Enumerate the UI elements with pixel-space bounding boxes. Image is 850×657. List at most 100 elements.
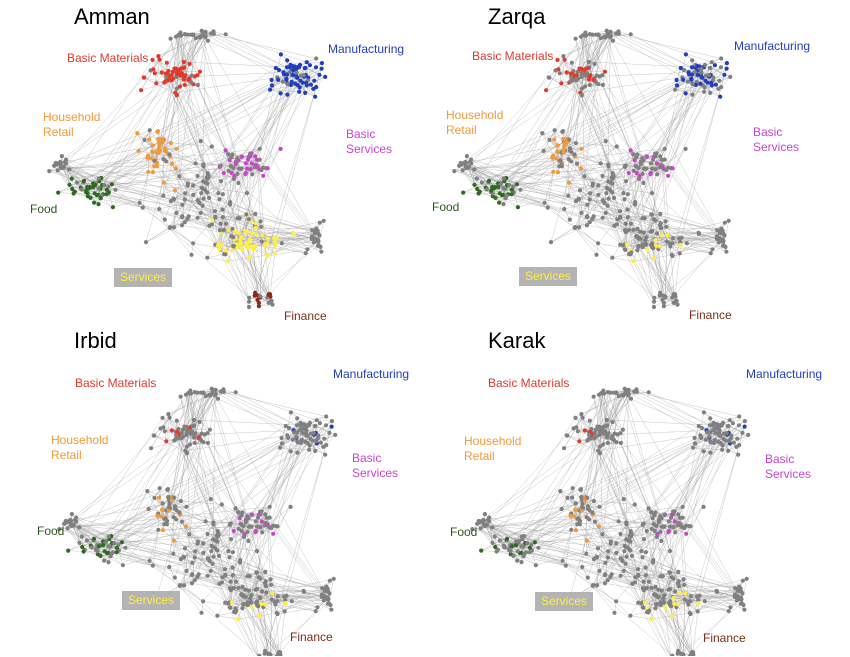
network-node xyxy=(628,32,633,37)
network-edge xyxy=(544,202,570,220)
network-edge xyxy=(627,173,643,218)
network-edge xyxy=(574,154,594,184)
network-graph xyxy=(47,28,328,310)
network-node xyxy=(174,146,179,151)
network-edge xyxy=(645,77,714,241)
network-node xyxy=(550,155,555,160)
network-node xyxy=(303,90,308,95)
network-node xyxy=(265,241,270,246)
network-edge xyxy=(634,67,711,205)
network-node xyxy=(219,179,224,184)
network-node xyxy=(699,70,704,75)
network-node xyxy=(168,36,173,41)
network-node xyxy=(146,506,151,512)
network-node xyxy=(162,516,167,521)
network-node xyxy=(146,169,151,174)
network-node xyxy=(696,231,702,236)
network-edge xyxy=(169,154,189,184)
network-node xyxy=(244,166,250,171)
network-node xyxy=(113,187,118,192)
network-node xyxy=(698,81,703,86)
network-edge xyxy=(497,67,681,184)
network-node xyxy=(243,171,248,176)
network-edge xyxy=(624,161,642,168)
network-edge xyxy=(635,201,661,215)
network-node xyxy=(168,77,173,82)
network-node xyxy=(639,159,644,164)
network-edge xyxy=(149,560,260,656)
network-node xyxy=(644,235,649,240)
network-node xyxy=(195,215,200,220)
network-node xyxy=(631,168,636,173)
network-node xyxy=(318,440,323,445)
network-node xyxy=(246,217,251,222)
network-edge xyxy=(619,199,625,212)
network-node xyxy=(279,441,285,446)
network-edge xyxy=(163,78,174,140)
network-node xyxy=(221,228,226,233)
network-node xyxy=(315,228,320,233)
label-household-retail: Household Retail xyxy=(446,108,503,138)
network-edge xyxy=(664,159,718,231)
network-node xyxy=(257,146,262,151)
network-node xyxy=(681,77,686,82)
network-edge xyxy=(240,559,266,573)
network-node xyxy=(174,210,179,215)
network-node xyxy=(188,431,193,436)
network-node xyxy=(267,504,272,509)
network-edge xyxy=(650,156,661,175)
network-node xyxy=(239,513,244,518)
network-edge xyxy=(277,506,291,527)
network-edge xyxy=(592,172,613,187)
network-node xyxy=(586,59,591,65)
network-edge xyxy=(558,56,564,70)
label-food: Food xyxy=(30,202,58,216)
network-node xyxy=(709,60,714,65)
network-node xyxy=(233,610,238,615)
network-node xyxy=(475,186,480,192)
network-node xyxy=(145,489,150,494)
network-node xyxy=(264,252,269,258)
network-node xyxy=(178,73,183,78)
network-node xyxy=(139,88,144,93)
network-node xyxy=(269,582,274,587)
network-node xyxy=(602,200,607,206)
network-node xyxy=(596,183,601,188)
network-edge xyxy=(590,188,608,194)
network-edge xyxy=(665,241,668,297)
network-node xyxy=(143,240,149,245)
network-node xyxy=(222,567,228,572)
network-node xyxy=(114,545,119,550)
network-edge xyxy=(160,148,177,151)
network-node xyxy=(645,247,650,252)
network-node xyxy=(690,72,695,77)
label-finance: Finance xyxy=(689,308,732,322)
network-node xyxy=(268,87,273,92)
network-edge xyxy=(176,74,180,177)
network-node xyxy=(493,195,498,200)
network-node xyxy=(178,30,183,35)
network-edge xyxy=(93,540,325,590)
label-basic-services: Basic Services xyxy=(346,127,392,157)
network-node xyxy=(79,534,84,539)
network-node xyxy=(166,495,171,500)
network-edge xyxy=(247,232,316,248)
network-node xyxy=(236,585,241,590)
network-node xyxy=(540,131,545,136)
network-edge xyxy=(173,182,206,200)
network-node xyxy=(183,191,188,196)
network-node xyxy=(288,504,293,509)
network-edge xyxy=(616,33,722,59)
network-node xyxy=(562,57,567,62)
network-edge xyxy=(195,163,231,167)
network-node xyxy=(678,239,683,245)
network-edge xyxy=(178,393,189,430)
network-node xyxy=(486,178,492,183)
network-node xyxy=(323,452,328,457)
network-edge xyxy=(568,78,579,140)
network-node xyxy=(152,71,157,76)
network-node xyxy=(240,584,245,589)
network-node xyxy=(690,58,695,63)
network-edge xyxy=(217,611,235,616)
network-node xyxy=(253,226,258,231)
